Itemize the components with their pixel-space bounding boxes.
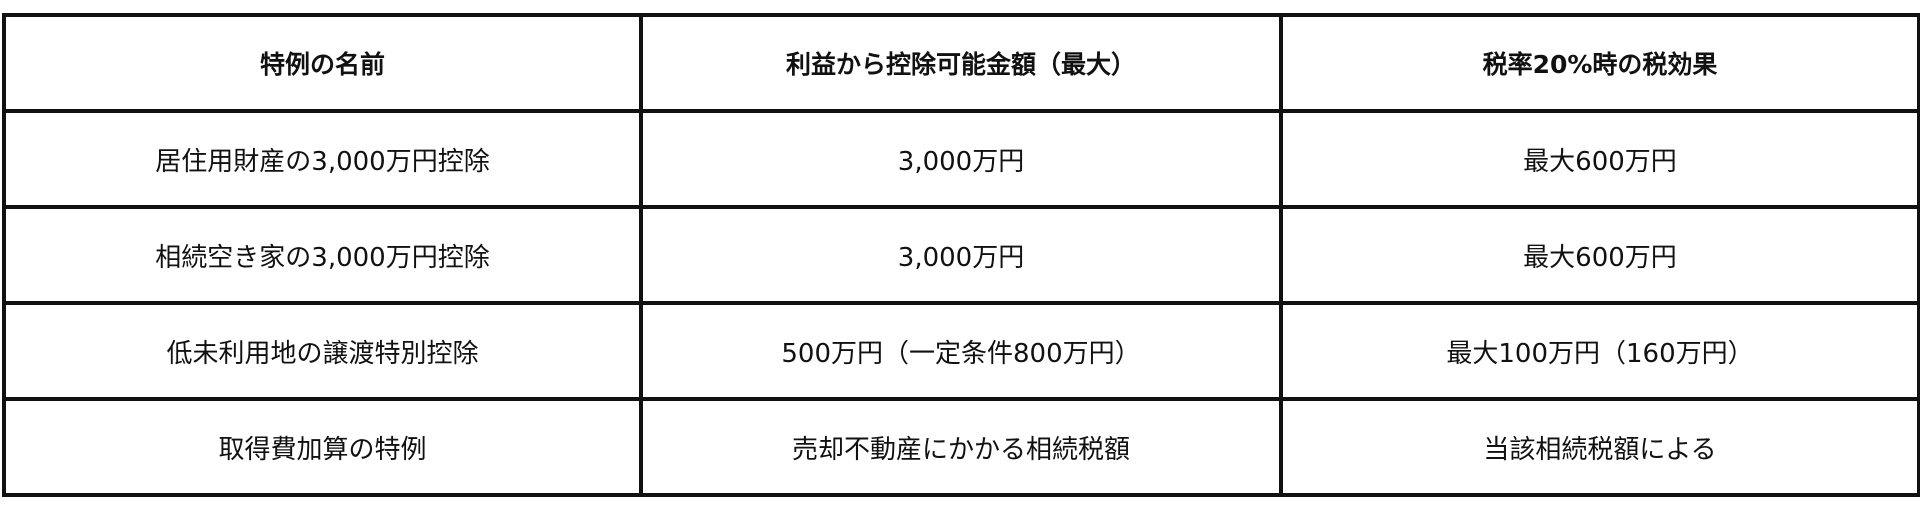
header-name: 特例の名前: [2, 13, 643, 113]
cell-name: 居住用財産の3,000万円控除: [2, 109, 643, 209]
header-deduction: 利益から控除可能金額（最大）: [639, 13, 1283, 113]
header-row: 特例の名前 利益から控除可能金額（最大） 税率20%時の税効果: [2, 13, 1920, 113]
table-row: 低未利用地の譲渡特別控除 500万円（一定条件800万円） 最大100万円（16…: [2, 301, 1920, 401]
cell-tax-effect: 最大100万円（160万円）: [1279, 301, 1920, 401]
tax-special-provisions-table: 特例の名前 利益から控除可能金額（最大） 税率20%時の税効果 居住用財産の3,…: [2, 13, 1920, 497]
table-row: 居住用財産の3,000万円控除 3,000万円 最大600万円: [2, 109, 1920, 209]
cell-name: 取得費加算の特例: [2, 397, 643, 497]
cell-tax-effect: 当該相続税額による: [1279, 397, 1920, 497]
cell-name: 相続空き家の3,000万円控除: [2, 205, 643, 305]
cell-deduction: 500万円（一定条件800万円）: [639, 301, 1283, 401]
cell-tax-effect: 最大600万円: [1279, 205, 1920, 305]
table-row: 相続空き家の3,000万円控除 3,000万円 最大600万円: [2, 205, 1920, 305]
cell-tax-effect: 最大600万円: [1279, 109, 1920, 209]
cell-name: 低未利用地の譲渡特別控除: [2, 301, 643, 401]
cell-deduction: 3,000万円: [639, 109, 1283, 209]
header-tax-effect: 税率20%時の税効果: [1279, 13, 1920, 113]
table-row: 取得費加算の特例 売却不動産にかかる相続税額 当該相続税額による: [2, 397, 1920, 497]
cell-deduction: 売却不動産にかかる相続税額: [639, 397, 1283, 497]
cell-deduction: 3,000万円: [639, 205, 1283, 305]
